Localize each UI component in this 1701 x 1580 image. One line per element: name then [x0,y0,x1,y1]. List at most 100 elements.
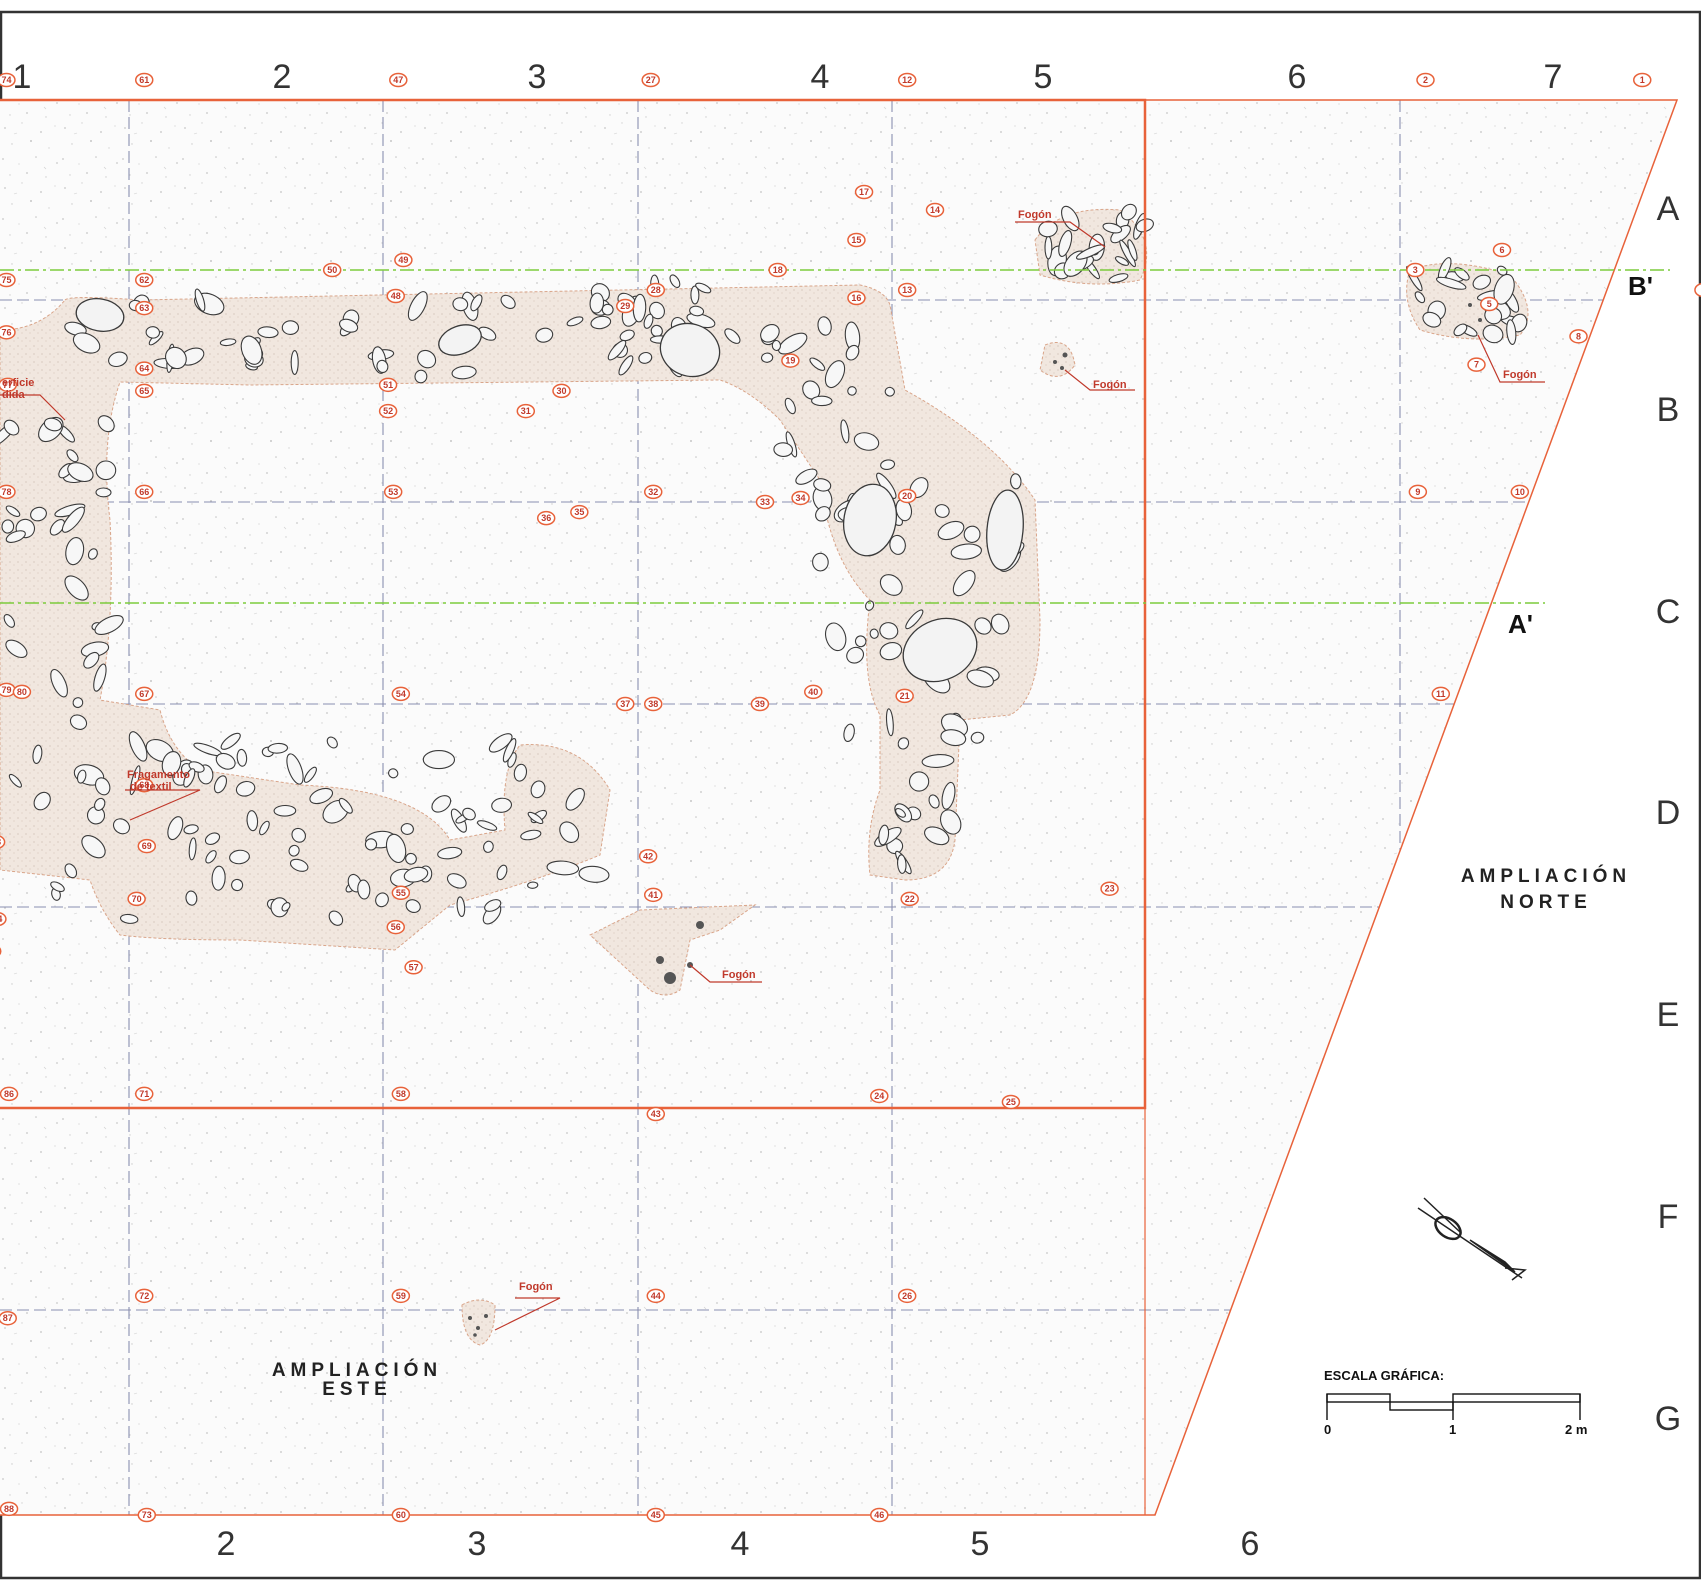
survey-point-marker [1467,357,1486,372]
row-label-g: G [1655,1400,1681,1438]
stone [1414,291,1426,304]
stone [618,355,634,376]
stone [1482,324,1504,344]
bottom-col-label-4: 4 [731,1525,750,1563]
survey-point: 55 [391,885,411,901]
survey-point: 37 [616,696,635,712]
col-label-2: 2 [273,58,292,96]
survey-point-marker [1408,484,1428,500]
survey-point-label: 51 [383,380,393,390]
survey-point-marker [127,891,146,907]
survey-point-label: 58 [396,1089,406,1099]
survey-point-marker [389,72,408,88]
survey-point-marker [391,1288,411,1304]
survey-point: 6 [1492,242,1512,258]
survey-point: 2 [1416,72,1435,88]
stone [309,787,334,805]
survey-point-label: 40 [808,687,818,697]
survey-point-label: 2 [1423,75,1428,85]
survey-point: 8 [1569,329,1588,344]
survey-point: 50 [322,262,342,278]
survey-point-label: 5 [1487,299,1492,309]
area-este-line-1: AMPLIACIÓN [272,1359,442,1381]
stone [328,910,344,926]
survey-point: 21 [895,688,914,704]
survey-point-label: 34 [796,493,806,503]
survey-point-marker [1431,686,1451,702]
stone [376,359,389,374]
stone [777,332,808,355]
stone [326,736,338,749]
stone [1108,273,1129,284]
survey-point-marker [616,298,635,314]
survey-point-marker [1480,296,1499,312]
survey-point-marker [570,504,589,520]
stone [879,574,903,596]
stone [695,282,712,294]
stone [219,338,237,347]
stone [64,321,87,336]
stone [476,820,498,831]
survey-point: 11 [1431,686,1451,702]
stone [188,837,197,861]
survey-point-label: 8 [1576,331,1581,341]
stone [108,351,128,368]
survey-point-label: 44 [651,1291,661,1301]
stone [417,349,437,369]
survey-point: 38 [643,696,663,712]
survey-point-marker [378,377,398,393]
survey-point-marker [404,960,423,975]
survey-point: 12 [897,72,917,88]
stone [809,357,826,371]
stone [889,534,906,555]
survey-point-label: 67 [139,689,149,699]
stone [869,628,879,639]
stone [824,622,847,652]
stone [638,351,653,364]
survey-point-marker [0,272,16,288]
north-arrow-icon [1417,1197,1527,1281]
survey-point-label: 31 [521,406,531,416]
survey-point: 74 [0,72,16,88]
stone [235,780,256,797]
stone [422,750,456,770]
stone [3,613,16,628]
stone [1114,256,1130,266]
survey-point: 87 [0,1310,17,1326]
survey-point-label: 23 [1105,884,1115,894]
stone [1493,273,1515,305]
survey-point: 22 [900,891,919,907]
survey-point: 41 [643,887,663,903]
survey-point: 53 [383,484,403,500]
survey-point-marker [536,510,556,526]
section-label-b: B' [1628,271,1653,301]
row-label-c: C [1656,593,1681,631]
stone [853,432,880,451]
row-label-d: D [1656,794,1681,832]
survey-point-label: 28 [651,285,661,295]
survey-point: 84 [0,912,7,927]
survey-point-marker [383,484,403,500]
annotation-hearth-e: Fogón [519,1281,553,1293]
survey-point: 39 [750,696,770,712]
survey-point-label: 29 [620,301,630,311]
survey-point: 1 [1633,72,1652,88]
stone [229,849,250,865]
survey-point: 78 [0,484,16,500]
survey-point: 45 [646,1507,666,1523]
stone [97,415,115,433]
stone [95,460,117,481]
stone [921,754,955,768]
stone [878,824,890,846]
row-labels: A B C D E F G [1655,190,1681,1438]
survey-point-marker [391,1086,411,1102]
stone [760,323,780,343]
survey-point-label: 75 [1,275,11,285]
survey-point-marker [616,696,635,712]
survey-point-marker [516,403,536,419]
survey-point-label: 36 [541,513,551,523]
survey-point-marker [1510,484,1530,500]
stone [760,352,774,363]
stone [43,417,63,432]
survey-point: 23 [1100,881,1119,896]
